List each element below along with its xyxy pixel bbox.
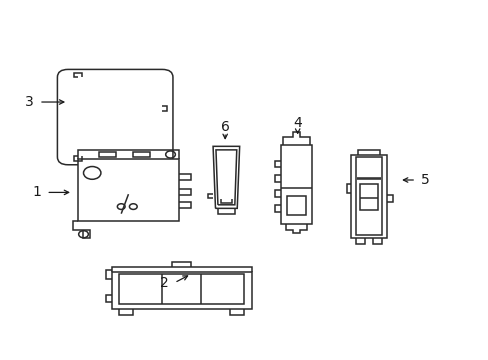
FancyBboxPatch shape	[57, 69, 173, 165]
Bar	[78, 159, 179, 221]
Bar	[280, 145, 311, 224]
Text: 3: 3	[25, 95, 34, 109]
Bar	[286, 196, 306, 215]
Text: 1: 1	[32, 185, 41, 199]
Text: 6: 6	[220, 120, 229, 134]
Bar	[350, 155, 386, 238]
Bar	[359, 184, 378, 210]
Bar	[133, 152, 150, 157]
Bar	[355, 157, 382, 235]
Bar	[111, 272, 251, 309]
Text: 4: 4	[293, 116, 302, 130]
Bar	[119, 274, 244, 304]
Text: 5: 5	[421, 173, 429, 187]
Bar	[99, 152, 116, 157]
Text: 2: 2	[160, 276, 169, 290]
